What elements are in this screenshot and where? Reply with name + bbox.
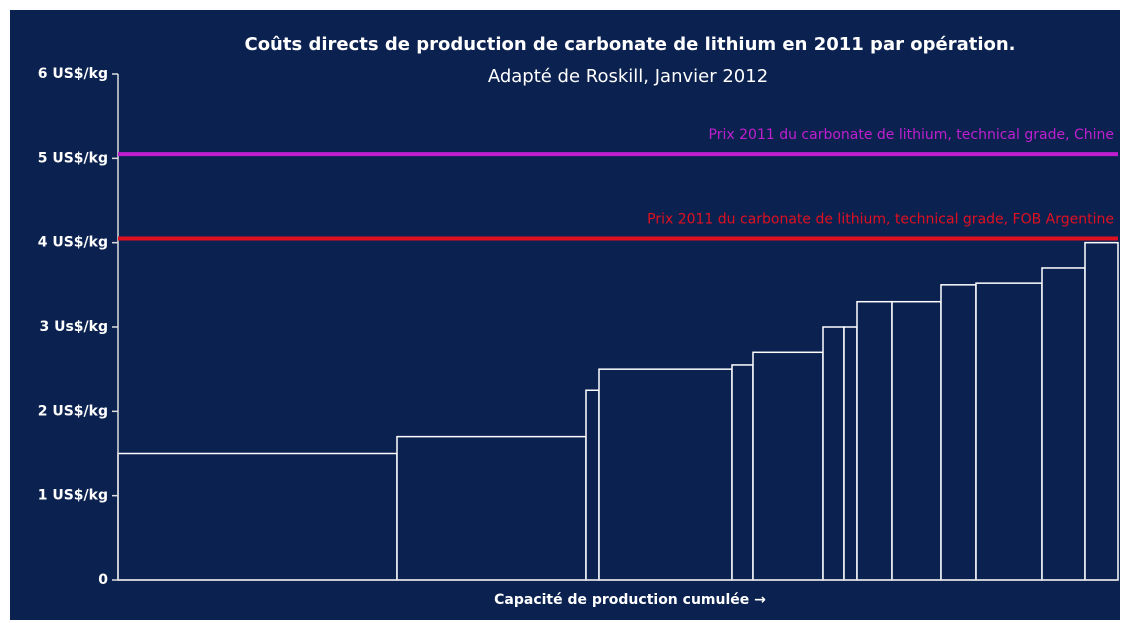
bar — [598, 368, 733, 581]
bar — [856, 300, 893, 581]
reference-label: Prix 2011 du carbonate de lithium, techn… — [709, 127, 1114, 143]
bar — [117, 452, 398, 581]
bar — [1084, 241, 1119, 581]
bar — [940, 284, 977, 581]
bar — [731, 364, 754, 581]
bar — [975, 282, 1043, 581]
y-tick-label: 4 US$/kg — [38, 235, 108, 251]
bar — [843, 326, 858, 581]
bar — [822, 326, 845, 581]
reference-label: Prix 2011 du carbonate de lithium, techn… — [647, 211, 1114, 227]
y-tick-label: 2 US$/kg — [38, 403, 108, 419]
x-axis-label: Capacité de production cumulée → — [494, 592, 766, 608]
bar — [752, 351, 824, 581]
y-tick-label: 6 US$/kg — [38, 66, 108, 82]
bar — [1041, 267, 1086, 581]
y-tick-label: 1 US$/kg — [38, 488, 108, 504]
chart-subtitle: Adapté de Roskill, Janvier 2012 — [488, 66, 768, 87]
bar — [396, 435, 587, 581]
chart-title: Coûts directs de production de carbonate… — [244, 34, 1015, 55]
y-tick-label: 3 Us$/kg — [39, 319, 108, 335]
bar — [585, 389, 600, 581]
bar — [891, 300, 942, 581]
y-tick-label: 5 US$/kg — [38, 150, 108, 166]
y-tick-label: 0 — [98, 572, 108, 588]
